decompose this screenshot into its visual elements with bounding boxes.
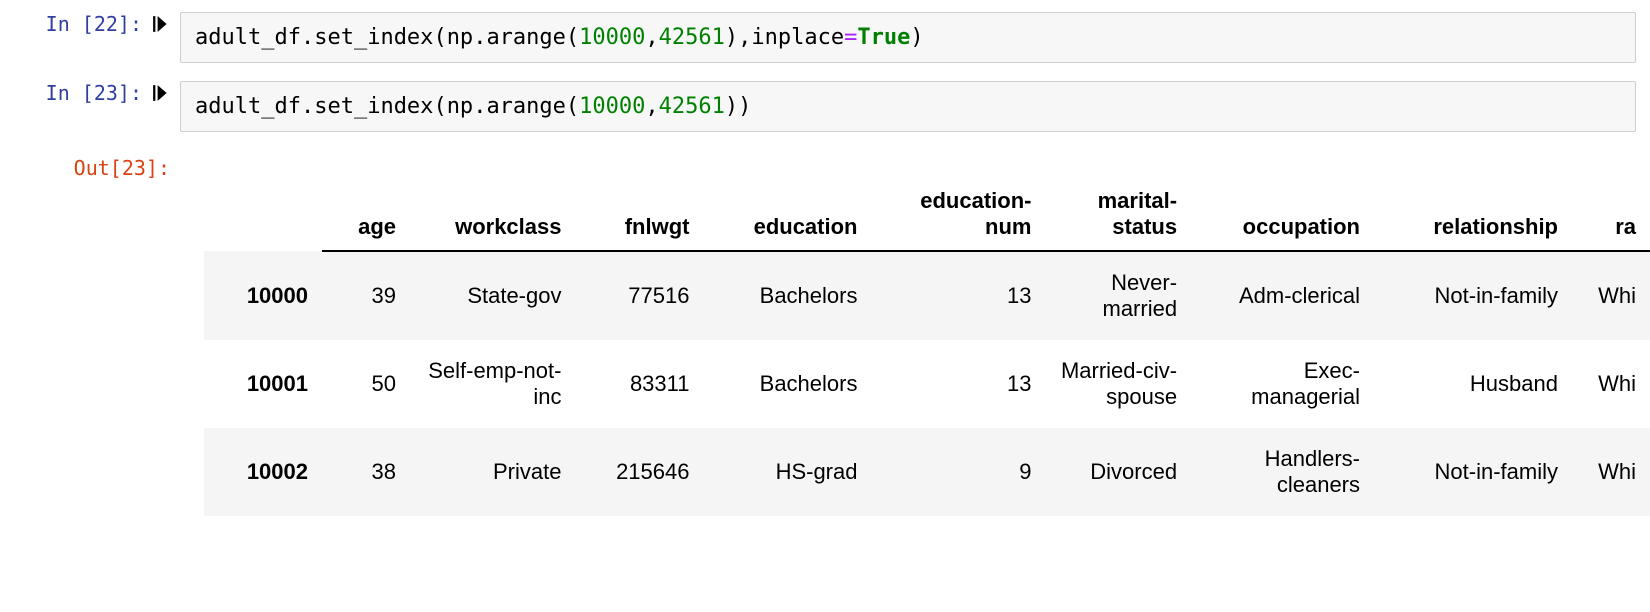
dataframe-table: ageworkclassfnlwgteducationeducation-num… [204,178,1650,516]
code-token: . [301,25,314,50]
table-cell: Divorced [1045,428,1191,516]
table-row-index: 10000 [204,251,322,340]
table-cell: Whi [1572,251,1650,340]
table-column-header: occupation [1191,178,1374,251]
table-header-row: ageworkclassfnlwgteducationeducation-num… [204,178,1650,251]
table-column-header: marital-status [1045,178,1191,251]
table-cell: Self-emp-not-inc [410,340,575,428]
table-row-index: 10001 [204,340,322,428]
table-cell: Handlers-cleaners [1191,428,1374,516]
table-row: 1000150Self-emp-not-inc83311Bachelors13M… [204,340,1650,428]
code-token: arange [486,94,565,119]
table-row: 1000238Private215646HS-grad9DivorcedHand… [204,428,1650,516]
prompt-area: In [22]: [0,12,180,36]
table-cell: 13 [871,251,1045,340]
notebook: In [22]: adult_df.set_index(np.arange(10… [0,0,1650,516]
code-token: 42561 [659,94,725,119]
code-token: ( [566,25,579,50]
code-input[interactable]: adult_df.set_index(np.arange(10000,42561… [180,81,1636,132]
table-cell: Private [410,428,575,516]
table-cell: Husband [1374,340,1572,428]
table-cell: 83311 [575,340,703,428]
code-token: set_index [314,94,433,119]
output-cell: Out[23]: ageworkclassfnlwgteducationeduc… [0,150,1650,516]
table-column-header: education [703,178,871,251]
code-token: arange [486,25,565,50]
code-token: set_index [314,25,433,50]
code-token: ( [433,25,446,50]
table-cell: Exec-managerial [1191,340,1374,428]
table-cell: Bachelors [703,340,871,428]
table-column-header: relationship [1374,178,1572,251]
code-token: . [473,25,486,50]
input-prompt: In [22]: [46,12,142,36]
code-token: = [844,25,857,50]
table-row-index: 10002 [204,428,322,516]
code-token: ( [433,94,446,119]
code-token: ) [725,25,738,50]
code-token: 10000 [579,25,645,50]
code-token: ( [566,94,579,119]
code-token: 10000 [579,94,645,119]
code-input[interactable]: adult_df.set_index(np.arange(10000,42561… [180,12,1636,63]
table-cell: Adm-clerical [1191,251,1374,340]
table-column-header: workclass [410,178,575,251]
code-token: , [645,94,658,119]
table-cell: Whi [1572,428,1650,516]
code-token: np [447,94,474,119]
code-token: adult_df [195,25,301,50]
code-token: . [301,94,314,119]
table-column-header: age [322,178,410,251]
table-cell: 13 [871,340,1045,428]
code-token: ) [725,94,738,119]
code-token: . [473,94,486,119]
table-cell: Married-civ-spouse [1045,340,1191,428]
code-token: ) [738,94,751,119]
table-cell: HS-grad [703,428,871,516]
table-cell: Not-in-family [1374,251,1572,340]
output-prompt: Out[23]: [74,156,170,180]
prompt-area: Out[23]: [0,150,180,180]
table-column-header: fnlwgt [575,178,703,251]
table-cell: Whi [1572,340,1650,428]
code-token: , [645,25,658,50]
table-cell: Not-in-family [1374,428,1572,516]
table-column-header: ra [1572,178,1650,251]
table-column-header: education-num [871,178,1045,251]
table-cell: 50 [322,340,410,428]
input-prompt: In [23]: [46,81,142,105]
table-cell: 215646 [575,428,703,516]
table-cell: 38 [322,428,410,516]
code-token: 42561 [659,25,725,50]
table-index-corner [204,178,322,251]
table-cell: 9 [871,428,1045,516]
code-token: ) [910,25,923,50]
code-token: adult_df [195,94,301,119]
code-token: np [447,25,474,50]
table-cell: 77516 [575,251,703,340]
code-token: inplace [751,25,844,50]
table-cell: Never-married [1045,251,1191,340]
table-body: 1000039State-gov77516Bachelors13Never-ma… [204,251,1650,516]
code-token: , [738,25,751,50]
run-cell-icon[interactable] [152,15,170,33]
output-body: ageworkclassfnlwgteducationeducation-num… [180,150,1650,516]
code-cell: In [23]: adult_df.set_index(np.arange(10… [0,81,1650,132]
code-cell: In [22]: adult_df.set_index(np.arange(10… [0,12,1650,63]
prompt-area: In [23]: [0,81,180,105]
table-cell: 39 [322,251,410,340]
table-cell: Bachelors [703,251,871,340]
table-row: 1000039State-gov77516Bachelors13Never-ma… [204,251,1650,340]
code-token: True [857,25,910,50]
table-cell: State-gov [410,251,575,340]
run-cell-icon[interactable] [152,84,170,102]
